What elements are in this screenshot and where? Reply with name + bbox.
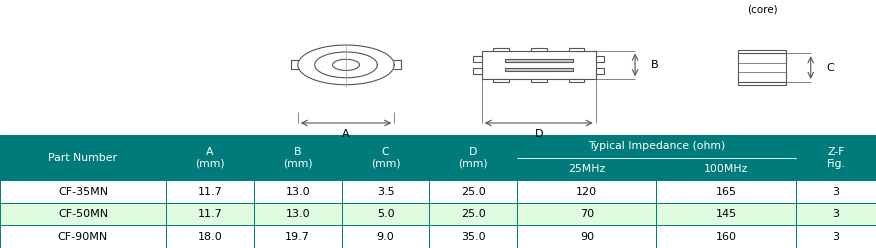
Bar [342,225,429,248]
Text: B: B [651,60,659,70]
Bar [569,48,584,51]
Bar [429,158,517,180]
Bar [596,56,604,62]
Text: Z-F
Fig.: Z-F Fig. [826,147,845,169]
Bar [342,158,429,180]
Bar [493,79,509,82]
Text: 3: 3 [832,232,839,242]
Bar [166,158,254,180]
Text: A: A [343,129,350,139]
Bar [482,51,596,79]
Bar [429,203,517,225]
Bar [254,135,342,180]
Text: (core): (core) [747,4,777,14]
Text: CF-50MN: CF-50MN [58,209,108,219]
Text: C: C [827,62,834,73]
Text: 3.5: 3.5 [377,186,394,197]
Text: Typical Impedance (ohm): Typical Impedance (ohm) [588,141,725,152]
Bar [429,225,517,248]
Bar [166,135,254,180]
Bar [795,203,876,225]
Bar [517,180,656,203]
Bar [493,48,509,51]
Text: 5.0: 5.0 [377,209,394,219]
Text: 25.0: 25.0 [461,209,485,219]
Text: 18.0: 18.0 [197,232,223,242]
Bar [569,79,584,82]
Bar [738,50,787,53]
Bar [795,158,876,180]
Bar [531,48,547,51]
Bar [656,225,795,248]
Bar [656,180,795,203]
Text: 11.7: 11.7 [197,186,223,197]
Text: A
(mm): A (mm) [195,147,225,169]
Bar [656,158,795,180]
Bar [517,158,656,180]
Text: 3: 3 [832,186,839,197]
Bar [254,225,342,248]
Bar [517,135,795,158]
Text: 90: 90 [580,232,594,242]
Text: Part Number: Part Number [48,153,117,163]
Bar [0,180,166,203]
Bar [0,158,166,180]
Bar [429,135,517,180]
Text: D: D [534,129,543,139]
Bar [429,180,517,203]
Bar [531,79,547,82]
Bar [596,68,604,74]
Bar [517,203,656,225]
Bar [254,203,342,225]
Bar [505,67,573,71]
Text: 25MHz: 25MHz [569,164,605,174]
Bar [656,203,795,225]
Bar [738,82,787,85]
Text: 100MHz: 100MHz [704,164,748,174]
Text: 35.0: 35.0 [461,232,485,242]
Bar [342,180,429,203]
Bar [254,180,342,203]
Bar [473,68,482,74]
Text: D
(mm): D (mm) [458,147,488,169]
Text: 145: 145 [716,209,737,219]
Text: 70: 70 [580,209,594,219]
Text: 165: 165 [716,186,737,197]
Text: 9.0: 9.0 [377,232,394,242]
Text: 13.0: 13.0 [286,209,310,219]
Bar [0,225,166,248]
Bar [166,225,254,248]
Text: 11.7: 11.7 [197,209,223,219]
Bar [0,0,876,135]
Text: 13.0: 13.0 [286,186,310,197]
Text: C
(mm): C (mm) [371,147,400,169]
Bar [166,180,254,203]
Bar [795,225,876,248]
Text: 3: 3 [832,209,839,219]
Text: 120: 120 [576,186,597,197]
Text: CF-35MN: CF-35MN [58,186,108,197]
Bar [254,158,342,180]
Bar [0,135,166,180]
Text: 19.7: 19.7 [286,232,310,242]
Bar [166,203,254,225]
Text: 160: 160 [716,232,737,242]
Text: CF-90MN: CF-90MN [58,232,108,242]
Bar [0,203,166,225]
Bar [505,59,573,62]
Bar [473,56,482,62]
Bar [738,53,787,82]
Bar [342,135,429,180]
Bar [517,225,656,248]
Bar [795,135,876,180]
Text: 25.0: 25.0 [461,186,485,197]
Text: B
(mm): B (mm) [283,147,313,169]
Bar [342,203,429,225]
Bar [795,180,876,203]
